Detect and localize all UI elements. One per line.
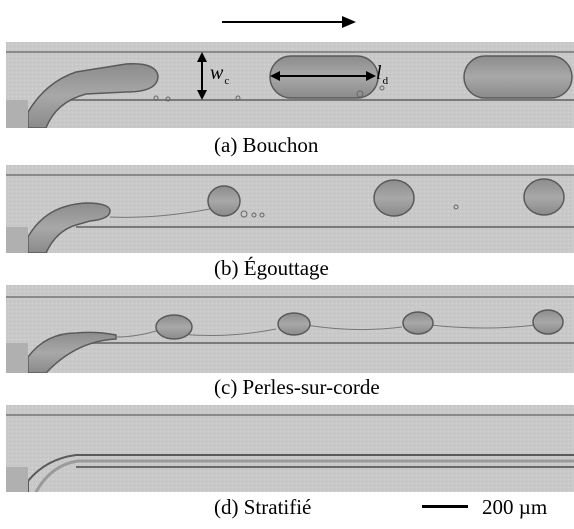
panel-c-caption: (c) Perles-sur-corde (214, 375, 380, 399)
scale-bar-line (422, 505, 468, 508)
channel-width-label: wc (210, 62, 230, 87)
panel-a-image (6, 42, 574, 128)
panel-c-image (6, 285, 574, 373)
droplet-length-label: ld (376, 62, 389, 87)
scale-bar-label: 200 µm (482, 495, 548, 519)
panel-d-image (6, 405, 574, 492)
flow-direction-arrow (222, 16, 356, 28)
panel-a-caption: (a) Bouchon (214, 133, 319, 157)
panel-d-caption: (d) Stratifié (214, 495, 312, 519)
panel-b-image (6, 165, 574, 253)
panel-b-caption: (b) Égouttage (214, 256, 329, 280)
